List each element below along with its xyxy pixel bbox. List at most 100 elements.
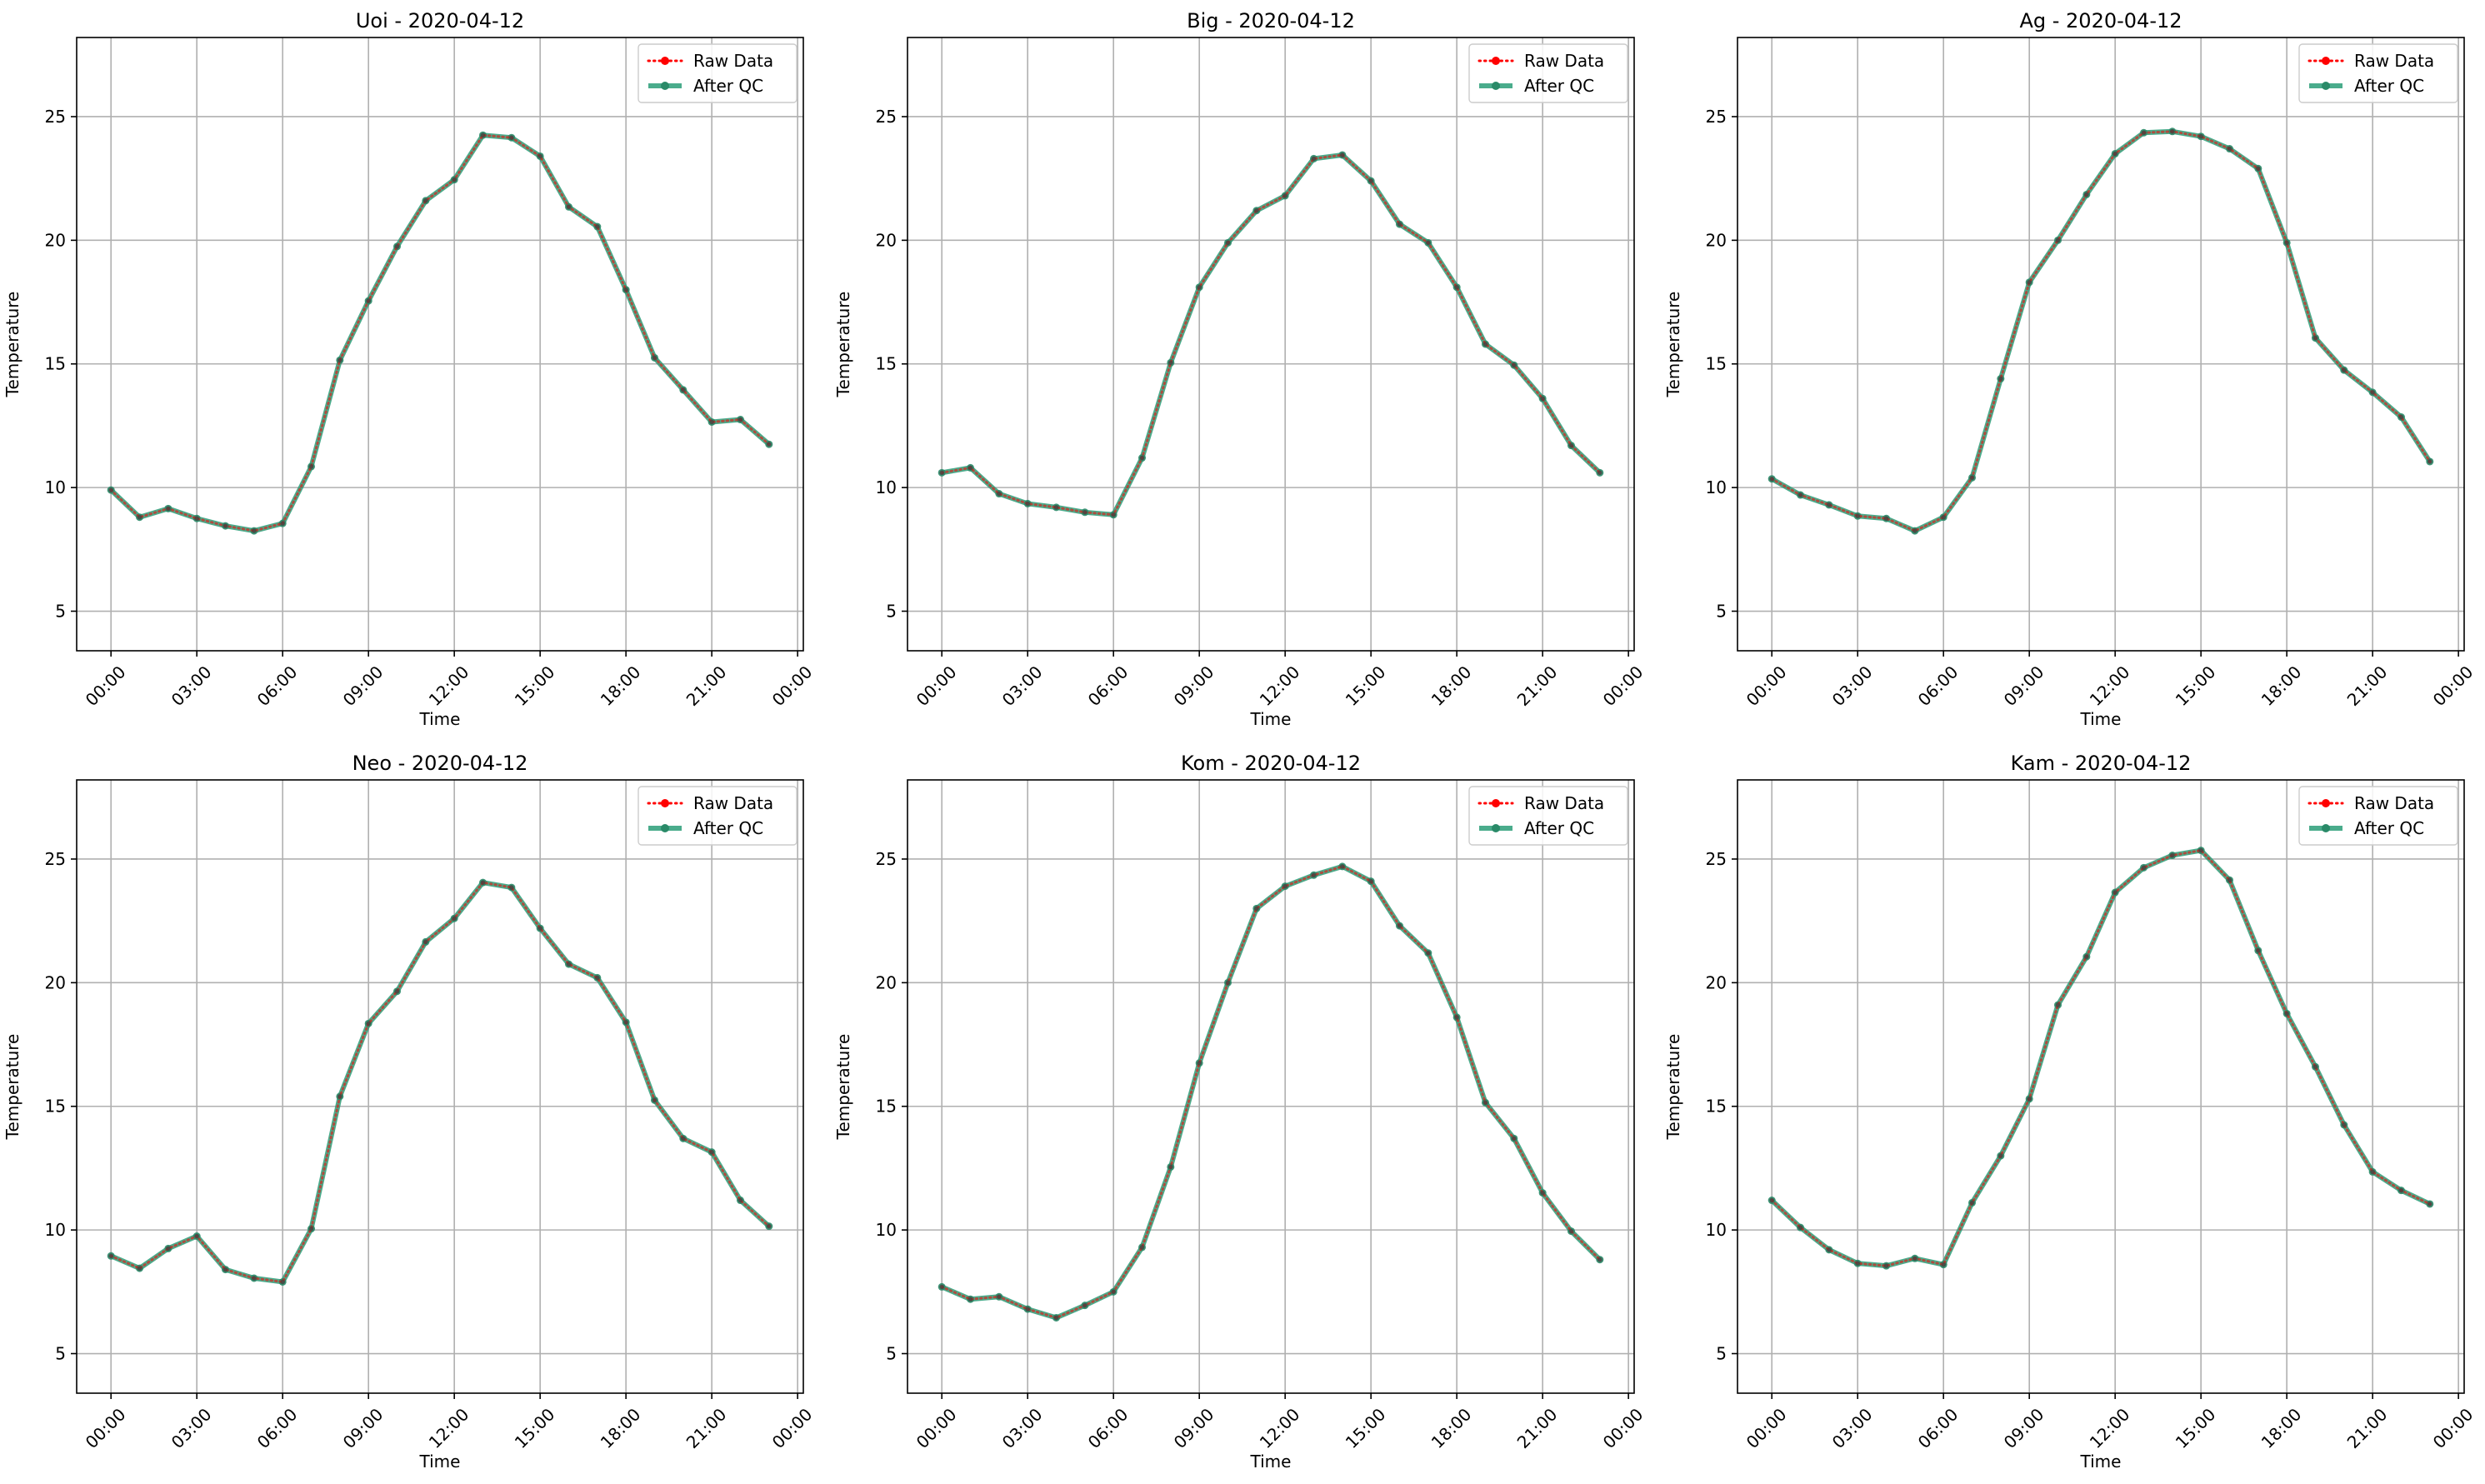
raw-data-point xyxy=(166,1246,171,1252)
x-tick-label: 21:00 xyxy=(1513,662,1562,710)
x-tick-label: 00:00 xyxy=(82,662,130,710)
x-tick-label: 03:00 xyxy=(168,1404,216,1452)
legend-raw-data-marker xyxy=(1492,799,1500,807)
raw-data-point xyxy=(2428,459,2432,464)
x-tick-label: 00:00 xyxy=(912,662,961,710)
chart-panel-5: 5 10 15 20 25 00:00 03:00 06:00 09:00 12:00 15:00 1… xyxy=(833,752,1647,1472)
y-tick-label: 20 xyxy=(45,972,66,992)
raw-data-point xyxy=(2112,151,2118,157)
x-tick-label: 15:00 xyxy=(2172,1404,2220,1452)
y-axis-label: Temperature xyxy=(1663,1034,1683,1141)
raw-data-point xyxy=(1053,1315,1059,1321)
raw-data-point xyxy=(2312,1064,2318,1070)
legend: Raw Data After QC xyxy=(2298,43,2458,103)
raw-data-point xyxy=(1111,512,1116,517)
raw-data-point xyxy=(767,1223,772,1229)
raw-data-point xyxy=(623,287,628,292)
raw-data-point xyxy=(1598,470,1602,476)
raw-data-point xyxy=(1426,240,1431,246)
y-tick-label: 10 xyxy=(1706,1220,1727,1240)
raw-data-point xyxy=(2084,954,2089,959)
series-line-raw-data xyxy=(1770,130,2432,532)
raw-data-point xyxy=(997,491,1002,497)
y-tick-label: 25 xyxy=(876,849,897,869)
x-tick-label: 03:00 xyxy=(998,1404,1047,1452)
x-tick-label: 03:00 xyxy=(1828,1404,1877,1452)
raw-data-point xyxy=(1139,1245,1145,1250)
legend-after-qc-marker xyxy=(2322,824,2330,832)
raw-data-point xyxy=(222,1267,228,1272)
x-tick-label: 12:00 xyxy=(1256,662,1304,710)
x-tick-label: 09:00 xyxy=(339,662,388,710)
chart-title: Kom - 2020-04-12 xyxy=(1181,752,1361,775)
x-tick-label: 12:00 xyxy=(2086,662,2134,710)
x-tick-label: 00:00 xyxy=(912,1404,961,1452)
legend: Raw Data After QC xyxy=(638,786,798,846)
raw-data-point xyxy=(1397,222,1402,227)
x-tick-label: 00:00 xyxy=(768,662,817,710)
y-axis-label: Temperature xyxy=(2,292,22,398)
raw-data-point xyxy=(194,516,199,522)
legend-raw-data-marker xyxy=(1492,57,1500,65)
plot-area xyxy=(908,780,1634,1393)
raw-data-point xyxy=(1340,152,1345,157)
y-tick-label: 10 xyxy=(45,477,66,497)
x-tick-label: 00:00 xyxy=(2429,1404,2478,1452)
raw-data-point xyxy=(2227,146,2232,152)
raw-data-point xyxy=(1540,1190,1545,1196)
raw-data-point xyxy=(1855,1261,1860,1266)
raw-data-point xyxy=(1912,528,1918,533)
y-tick-label: 5 xyxy=(886,602,897,622)
x-tick-label: 03:00 xyxy=(168,662,216,710)
x-tick-label: 06:00 xyxy=(1914,1404,1962,1452)
legend-label-raw-data: Raw Data xyxy=(1524,793,1604,813)
raw-data-point xyxy=(1941,514,1946,520)
series-line-raw-data xyxy=(109,133,771,532)
raw-data-point xyxy=(623,1020,628,1025)
y-tick-label: 20 xyxy=(1706,230,1727,250)
x-tick-label: 09:00 xyxy=(339,1404,388,1452)
raw-data-point xyxy=(681,1136,686,1142)
chart-panel-4: 5 10 15 20 25 00:00 03:00 06:00 09:00 12:00 15:00 1… xyxy=(2,752,816,1472)
raw-data-point xyxy=(2055,1002,2061,1007)
raw-data-point xyxy=(1482,342,1488,347)
raw-data-point xyxy=(194,1233,199,1239)
y-tick-label: 25 xyxy=(45,849,66,869)
raw-data-point xyxy=(1512,362,1517,368)
series-line-raw-data xyxy=(109,881,771,1284)
y-tick-label: 10 xyxy=(876,1220,897,1240)
raw-data-point xyxy=(509,885,514,890)
raw-data-point xyxy=(2112,890,2118,895)
raw-data-point xyxy=(1225,240,1231,246)
raw-data-point xyxy=(166,506,171,512)
raw-data-point xyxy=(1540,396,1545,402)
x-tick-label: 21:00 xyxy=(1513,1404,1562,1452)
legend: Raw Data After QC xyxy=(1468,43,1628,103)
raw-data-point xyxy=(2284,240,2289,246)
raw-data-point xyxy=(968,465,973,471)
raw-data-point xyxy=(1827,1247,1832,1252)
axes-frame xyxy=(76,37,804,652)
raw-data-point xyxy=(1998,376,2003,382)
x-tick-label: 18:00 xyxy=(597,662,645,710)
x-tick-label: 06:00 xyxy=(253,1404,302,1452)
raw-data-point xyxy=(2428,1202,2432,1207)
raw-data-point xyxy=(1769,476,1774,482)
legend-raw-data-marker xyxy=(661,799,669,807)
raw-data-point xyxy=(222,523,228,528)
raw-data-point xyxy=(767,442,772,447)
x-tick-label: 00:00 xyxy=(2429,662,2478,710)
raw-data-point xyxy=(1397,923,1402,928)
legend-label-raw-data: Raw Data xyxy=(2354,793,2434,813)
raw-data-point xyxy=(137,514,142,520)
y-tick-label: 20 xyxy=(45,230,66,250)
raw-data-point xyxy=(709,419,714,425)
raw-data-point xyxy=(1998,1153,2003,1158)
raw-data-point xyxy=(2256,947,2261,953)
raw-data-point xyxy=(423,939,428,945)
raw-data-point xyxy=(652,1097,658,1103)
y-axis-label: Temperature xyxy=(2,1034,22,1141)
raw-data-point xyxy=(709,1149,714,1155)
chart-panel-1: 5 10 15 20 25 00:00 03:00 06:00 09:00 12:00 15:00 1… xyxy=(2,9,816,729)
series-line-raw-data xyxy=(1770,848,2432,1267)
